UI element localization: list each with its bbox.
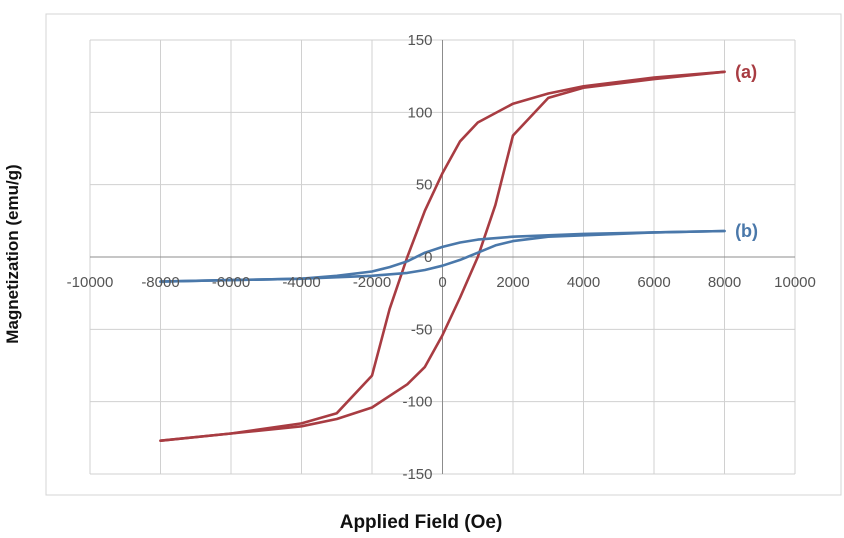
series-a-branch-ascending — [159, 70, 726, 442]
y-tick-label: -150 — [402, 466, 432, 483]
annotation-layer: (a) (b) — [735, 62, 758, 241]
x-tick-label: -2000 — [353, 274, 391, 291]
series-label-b: (b) — [735, 221, 758, 241]
series-b-branch-ascending — [159, 229, 726, 283]
x-tick-label: 2000 — [496, 274, 529, 291]
y-axis-title: Magnetization (emu/g) — [3, 164, 22, 343]
x-tick-label: 8000 — [708, 274, 741, 291]
y-tick-label: -50 — [411, 321, 433, 338]
x-tick-label: 6000 — [637, 274, 670, 291]
axis-layer — [90, 40, 795, 474]
y-tick-label: 150 — [407, 32, 432, 49]
x-tick-label: 4000 — [567, 274, 600, 291]
x-tick-label: 0 — [438, 274, 446, 291]
x-tick-label: 10000 — [774, 274, 816, 291]
x-tick-label: -10000 — [67, 274, 114, 291]
x-tick-label: -6000 — [212, 274, 250, 291]
x-axis-title: Applied Field (Oe) — [340, 512, 503, 533]
chart-frame — [45, 13, 842, 496]
tick-layer: -10000 -8000 -6000 -4000 -2000 0 2000 4000 6000 8… — [67, 32, 816, 483]
y-tick-label: 0 — [424, 249, 432, 266]
y-tick-label: -100 — [402, 394, 432, 411]
y-tick-label: 100 — [407, 104, 432, 121]
series-label-a: (a) — [735, 62, 757, 82]
x-tick-label: -4000 — [282, 274, 320, 291]
x-tick-label: -8000 — [141, 274, 179, 291]
series-a-branch-descending — [159, 70, 726, 442]
series-layer — [159, 70, 726, 442]
y-tick-label: 50 — [416, 177, 433, 194]
